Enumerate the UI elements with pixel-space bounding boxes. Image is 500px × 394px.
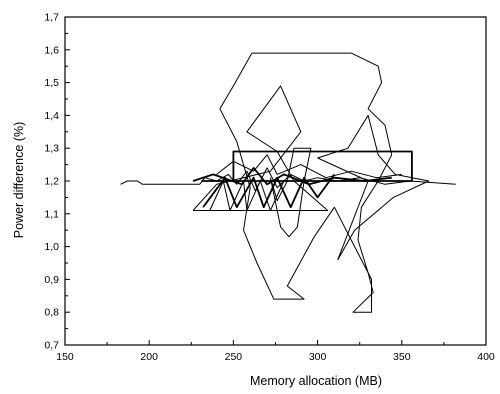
series-line-7: [269, 147, 312, 238]
series-line-6: [202, 173, 336, 209]
y-tick-label: 1,5: [44, 77, 59, 89]
x-tick-label: 400: [477, 351, 495, 363]
y-tick-label: 0,8: [44, 307, 59, 319]
y-tick-label: 1,0: [44, 241, 59, 253]
y-tick-label: 1,6: [44, 44, 59, 56]
series-line-9: [192, 166, 392, 186]
x-tick-label: 200: [140, 351, 158, 363]
y-tick-label: 1,2: [44, 176, 59, 188]
x-tick-label: 250: [225, 351, 243, 363]
y-tick-label: 1,3: [44, 143, 59, 155]
ticks-layer: [64, 16, 487, 346]
y-tick-label: 0,7: [44, 340, 59, 352]
y-tick-label: 1,4: [44, 110, 59, 122]
series-line-8: [216, 154, 402, 179]
series-line-10: [209, 180, 285, 211]
series-line-4: [192, 85, 329, 211]
y-tick-label: 0,9: [44, 274, 59, 286]
tick-labels-layer: 150 200 250 300 350 400 0,7 0,8 0,9 1,0 1,1 1,2 1,3 1…: [44, 12, 495, 364]
y-axis-label: Power difference (%): [12, 122, 26, 239]
x-tick-label: 150: [56, 351, 74, 363]
y-tick-label: 1,1: [44, 208, 59, 220]
x-axis-label: Memory allocation (MB): [250, 374, 382, 388]
series-line-5: [317, 114, 430, 261]
x-tick-label: 350: [393, 351, 411, 363]
x-tick-label: 300: [309, 351, 327, 363]
y-tick-label: 1,7: [44, 12, 59, 24]
series-layer: [120, 52, 456, 313]
